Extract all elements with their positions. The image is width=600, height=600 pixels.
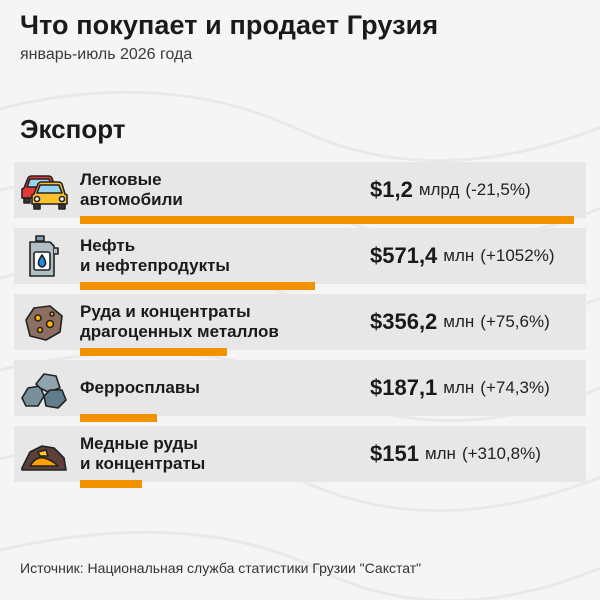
precious-ore-icon (18, 298, 70, 346)
page-subtitle: январь-июль 2026 года (20, 46, 193, 63)
value-bar (80, 414, 157, 422)
row-label-line1: Нефть (80, 236, 136, 255)
row-unit: млн (443, 378, 475, 397)
row-amount: $151 (370, 441, 419, 466)
row-background (14, 426, 586, 482)
row-label-line2: и концентраты (80, 454, 206, 473)
row-amount: $571,4 (370, 243, 438, 268)
export-row: Медные руды и концентраты $151 млн (+310… (14, 426, 586, 488)
value-bar (80, 216, 574, 224)
row-label: Легковые автомобили (80, 170, 183, 210)
row-label: Ферросплавы (80, 378, 200, 398)
row-amount: $187,1 (370, 375, 438, 400)
oil-canister-icon (18, 232, 70, 280)
row-background (14, 360, 586, 416)
row-change: (+75,6%) (480, 312, 550, 331)
row-amount: $356,2 (370, 309, 438, 334)
value-bar (80, 480, 142, 488)
row-unit: млн (443, 312, 475, 331)
row-value: $356,2 млн (+75,6%) (370, 294, 550, 350)
export-row: Ферросплавы $187,1 млн (+74,3%) (14, 360, 586, 422)
row-label: Медные руды и концентраты (80, 434, 205, 474)
row-label-line1: Медные руды (80, 434, 198, 453)
row-amount: $1,2 (370, 177, 413, 202)
car-icon (18, 166, 70, 214)
row-change: (+1052%) (480, 246, 555, 265)
value-bar (80, 348, 227, 356)
row-value: $1,2 млрд (-21,5%) (370, 162, 531, 218)
row-change: (+74,3%) (480, 378, 550, 397)
row-label: Нефть и нефтепродукты (80, 236, 230, 276)
row-unit: млрд (418, 180, 460, 199)
row-background (14, 294, 586, 350)
row-change: (-21,5%) (465, 180, 531, 199)
export-row: Легковые автомобили $1,2 млрд (-21,5%) (14, 162, 586, 224)
row-label-line2: и нефтепродукты (80, 256, 230, 275)
export-row: Руда и концентраты драгоценных металлов … (14, 294, 586, 356)
row-unit: млн (424, 444, 456, 463)
row-value: $151 млн (+310,8%) (370, 426, 541, 482)
page-title: Что покупает и продает Грузия (20, 10, 439, 40)
row-unit: млн (443, 246, 475, 265)
row-label: Руда и концентраты драгоценных металлов (80, 302, 279, 342)
row-label-line1: Руда и концентраты (80, 302, 251, 321)
ferroalloy-rocks-icon (18, 364, 70, 412)
row-label-line2: автомобили (80, 190, 183, 209)
source-note: Источник: Национальная служба статистики… (20, 560, 422, 576)
row-label-line1: Легковые (80, 170, 162, 189)
copper-ore-icon (18, 430, 70, 478)
export-row: Нефть и нефтепродукты $571,4 млн (+1052%… (14, 228, 586, 290)
row-change: (+310,8%) (461, 444, 541, 463)
row-value: $571,4 млн (+1052%) (370, 228, 554, 284)
row-background (14, 162, 586, 218)
section-title: Экспорт (20, 114, 126, 144)
row-label-line1: Ферросплавы (80, 378, 200, 397)
row-label-line2: драгоценных металлов (80, 322, 279, 341)
value-bar (80, 282, 315, 290)
row-value: $187,1 млн (+74,3%) (370, 360, 550, 416)
row-background (14, 228, 586, 284)
